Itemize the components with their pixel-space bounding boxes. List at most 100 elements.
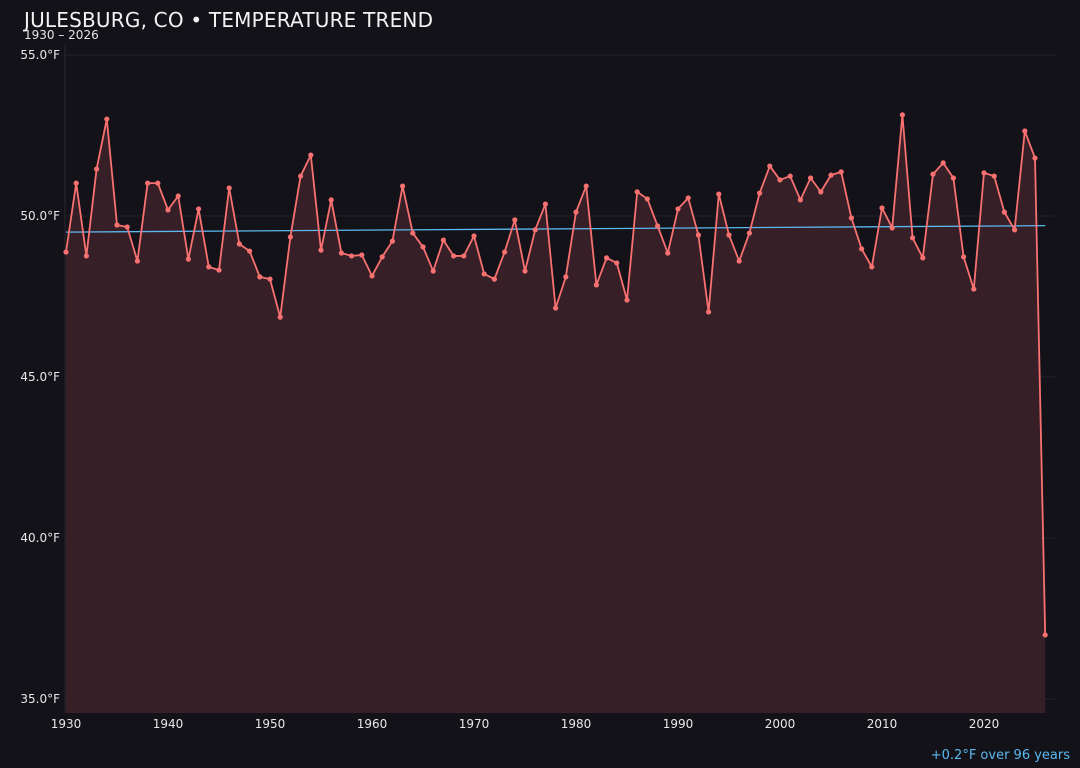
data-point	[287, 234, 293, 240]
data-point	[359, 252, 365, 258]
data-point	[63, 249, 69, 255]
data-point	[614, 260, 620, 266]
data-point	[818, 189, 824, 195]
data-point	[175, 193, 181, 199]
data-point	[838, 169, 844, 175]
data-point	[665, 250, 671, 256]
data-point	[94, 166, 100, 172]
y-tick-label: 40.0°F	[20, 531, 60, 545]
data-point	[226, 185, 232, 191]
data-point	[491, 276, 497, 282]
data-point	[889, 225, 895, 231]
chart-subtitle: 1930 – 2026	[24, 28, 99, 42]
data-point	[451, 253, 457, 259]
data-point	[502, 249, 508, 255]
data-point	[624, 297, 630, 303]
x-tick-label: 2010	[867, 717, 898, 731]
x-tick-label: 2020	[969, 717, 1000, 731]
data-point	[114, 222, 120, 228]
data-point	[400, 183, 406, 189]
data-point	[685, 195, 691, 201]
data-point	[440, 237, 446, 243]
x-tick-label: 1930	[51, 717, 82, 731]
data-point	[512, 217, 518, 223]
data-point	[604, 255, 610, 261]
data-point	[675, 206, 681, 212]
data-point	[706, 309, 712, 315]
data-point	[869, 264, 875, 270]
x-tick-label: 1960	[357, 717, 388, 731]
data-point	[145, 180, 151, 186]
data-point	[369, 273, 375, 279]
chart-title: JULESBURG, CO • TEMPERATURE TREND	[24, 8, 434, 32]
data-point	[695, 232, 702, 238]
data-point	[920, 255, 926, 261]
data-point	[1032, 155, 1038, 161]
x-tick-label: 2000	[765, 717, 796, 731]
data-point	[124, 224, 130, 230]
data-point	[73, 180, 79, 186]
data-point	[155, 180, 161, 186]
data-point	[134, 258, 140, 264]
y-tick-label: 55.0°F	[20, 48, 60, 62]
data-point	[634, 189, 640, 195]
data-point	[828, 172, 834, 178]
data-point	[746, 230, 753, 236]
data-point	[338, 250, 344, 256]
data-point	[379, 254, 385, 260]
data-point	[277, 314, 283, 320]
data-point	[910, 235, 916, 241]
data-point	[471, 233, 477, 239]
data-point	[930, 171, 936, 177]
data-point	[981, 170, 987, 176]
data-point	[808, 175, 814, 181]
data-point	[563, 274, 569, 280]
data-point	[318, 247, 324, 253]
data-point	[196, 206, 202, 212]
y-tick-label: 45.0°F	[20, 370, 60, 384]
x-tick-label: 1940	[153, 717, 184, 731]
data-point	[481, 271, 487, 277]
data-point	[797, 197, 804, 203]
data-point	[410, 230, 416, 236]
data-point	[879, 205, 885, 211]
data-point	[247, 248, 253, 254]
data-point	[104, 116, 110, 122]
data-point	[542, 201, 549, 207]
trend-annotation: +0.2°F over 96 years	[930, 748, 1070, 763]
x-tick-label: 1990	[663, 717, 694, 731]
data-point	[308, 152, 314, 158]
data-point	[420, 244, 426, 250]
x-tick-label: 1980	[561, 717, 592, 731]
data-point	[522, 268, 528, 274]
y-tick-label: 50.0°F	[20, 209, 60, 223]
data-point	[971, 286, 977, 292]
data-point	[593, 282, 600, 288]
data-point	[716, 191, 722, 197]
data-point	[736, 258, 742, 264]
data-point	[165, 207, 171, 213]
data-point	[328, 197, 334, 203]
data-point	[389, 238, 395, 244]
data-point	[349, 253, 355, 259]
data-point	[767, 163, 773, 169]
data-point	[236, 241, 242, 247]
data-point	[961, 254, 967, 260]
data-point	[950, 175, 957, 181]
data-point	[940, 160, 946, 166]
data-point	[583, 183, 589, 189]
data-point	[859, 246, 865, 252]
data-point	[757, 190, 763, 196]
data-point	[899, 112, 906, 118]
data-point	[787, 173, 793, 179]
data-point	[726, 232, 732, 238]
data-point	[267, 276, 273, 282]
data-point	[1022, 128, 1028, 134]
data-point	[185, 256, 191, 262]
data-point	[991, 173, 997, 179]
data-point	[461, 253, 467, 259]
data-point	[553, 305, 559, 311]
series-area-fill	[66, 114, 1046, 714]
trend-line	[65, 225, 1046, 233]
